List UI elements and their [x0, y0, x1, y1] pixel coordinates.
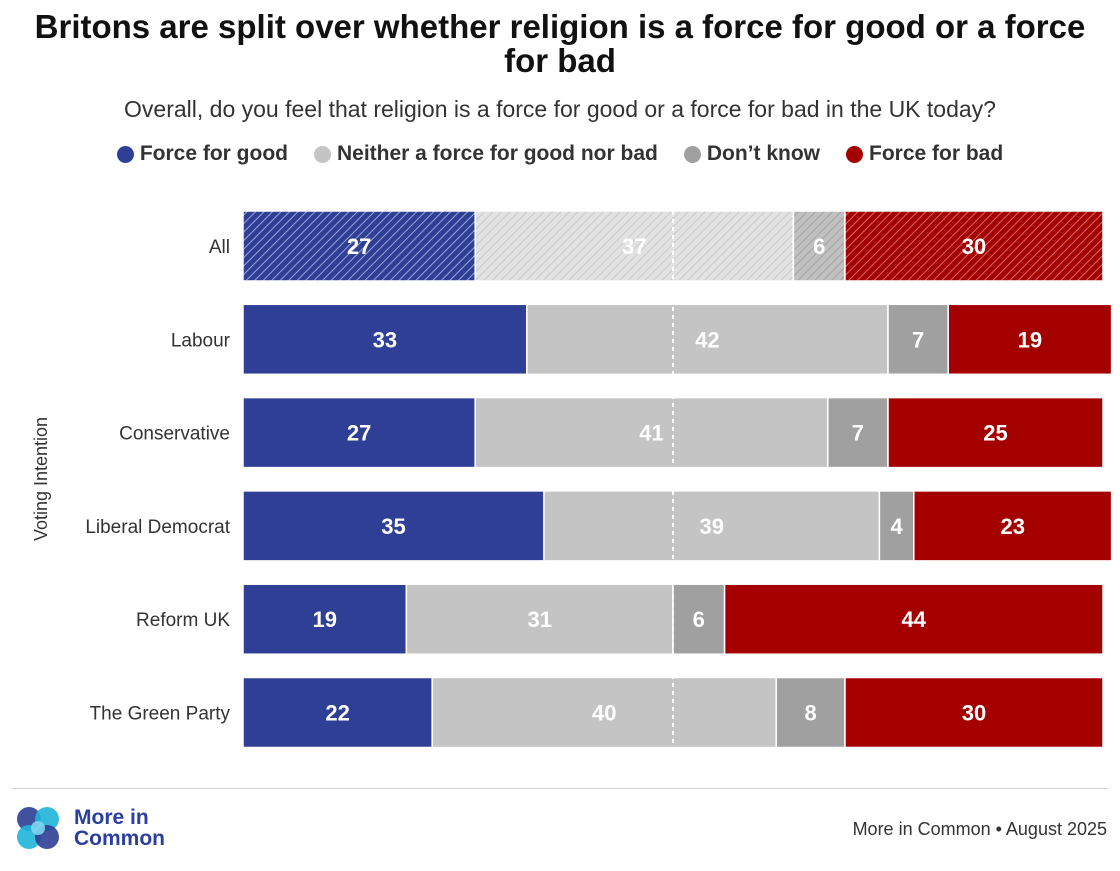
- data-label: 7: [852, 421, 864, 446]
- data-label: 19: [312, 607, 336, 632]
- legend-swatch-dont-know: [683, 145, 701, 163]
- source-note: More in Common • August 2025: [852, 819, 1107, 839]
- data-label: 39: [699, 514, 723, 539]
- data-label: 7: [912, 327, 924, 352]
- bar-segment-good: [242, 210, 476, 282]
- bar-segment-neither: [543, 490, 881, 562]
- bar-segment-good: [242, 583, 408, 655]
- legend-swatch-good: [116, 145, 134, 163]
- data-label: 37: [622, 234, 646, 259]
- bar-segment-dont-know: [775, 676, 846, 749]
- data-label: 27: [347, 421, 371, 446]
- legend: Force for good Neither a force for good …: [0, 142, 1120, 166]
- bar-segment-neither: [431, 676, 777, 749]
- category-label: All: [209, 237, 230, 258]
- data-label: 22: [325, 701, 349, 726]
- data-label: 19: [1018, 327, 1042, 352]
- bar-segment-bad: [844, 210, 1104, 282]
- bar-segment-good: [242, 490, 545, 562]
- legend-label-bad: Force for bad: [869, 142, 1004, 165]
- data-label: 44: [902, 607, 927, 632]
- data-label: 8: [804, 701, 816, 726]
- bar-segment-neither: [474, 210, 795, 282]
- bar-segment-bad: [723, 583, 1104, 655]
- legend-item-neither: Neither a force for good nor bad: [313, 142, 658, 166]
- category-label: Liberal Democrat: [85, 517, 230, 538]
- category-label: Labour: [171, 330, 231, 351]
- bar-segment-good: [242, 396, 476, 469]
- bar-segment-good: [242, 676, 433, 749]
- data-label: 40: [592, 701, 616, 726]
- bar-segment-bad: [844, 676, 1104, 749]
- data-label: 23: [1000, 514, 1024, 539]
- legend-swatch-bad: [846, 145, 863, 163]
- logo-text-line1: More in: [74, 806, 149, 829]
- data-label: 4: [890, 514, 903, 539]
- bar-segment-bad: [913, 490, 1113, 562]
- data-label: 30: [962, 234, 986, 259]
- legend-label-good: Force for good: [139, 142, 288, 165]
- chart-title: Britons are split over whether religion …: [34, 8, 1086, 79]
- chart-subtitle: Overall, do you feel that religion is a …: [124, 96, 996, 122]
- category-label: Reform UK: [136, 610, 230, 631]
- bar-segment-neither: [405, 583, 674, 655]
- bar-segment-bad: [947, 303, 1113, 376]
- bars-group: All 27 37 6 30 Labour 33 42 7 19 Conservative 27 41 7…: [85, 210, 1113, 749]
- data-label: 6: [813, 234, 825, 259]
- legend-swatch-neither: [313, 145, 331, 163]
- logo-icon: [17, 807, 59, 849]
- legend-item-good: Force for good: [116, 142, 288, 166]
- data-label: 27: [347, 234, 371, 259]
- bar-segment-dont-know: [672, 583, 726, 655]
- data-label: 33: [373, 327, 397, 352]
- data-label: 42: [695, 327, 719, 352]
- data-label: 31: [527, 607, 551, 632]
- logo-wordmark: More in Common: [74, 807, 165, 849]
- category-label: Conservative: [119, 424, 230, 445]
- legend-label-dont-know: Don’t know: [706, 142, 820, 165]
- bar-segment-bad: [887, 396, 1104, 469]
- data-label: 41: [639, 421, 663, 446]
- footer-divider: [12, 788, 1108, 789]
- category-label: The Green Party: [90, 704, 231, 725]
- data-label: 6: [693, 607, 705, 632]
- legend-label-neither: Neither a force for good nor bad: [336, 142, 658, 165]
- bar-segment-dont-know: [792, 210, 846, 282]
- logo-text-line2: Common: [74, 827, 165, 850]
- data-label: 30: [962, 701, 986, 726]
- bar-segment-good: [242, 303, 528, 376]
- legend-item-bad: Force for bad: [846, 142, 1003, 166]
- bar-segment-dont-know: [887, 303, 949, 376]
- y-axis-title: Voting Intention: [31, 417, 51, 541]
- bar-segment-neither: [474, 396, 829, 469]
- data-label: 35: [381, 514, 405, 539]
- data-label: 25: [983, 421, 1007, 446]
- bar-segment-neither: [526, 303, 889, 376]
- legend-item-dont-know: Don’t know: [683, 142, 820, 166]
- more-in-common-logo: More in Common: [12, 802, 165, 854]
